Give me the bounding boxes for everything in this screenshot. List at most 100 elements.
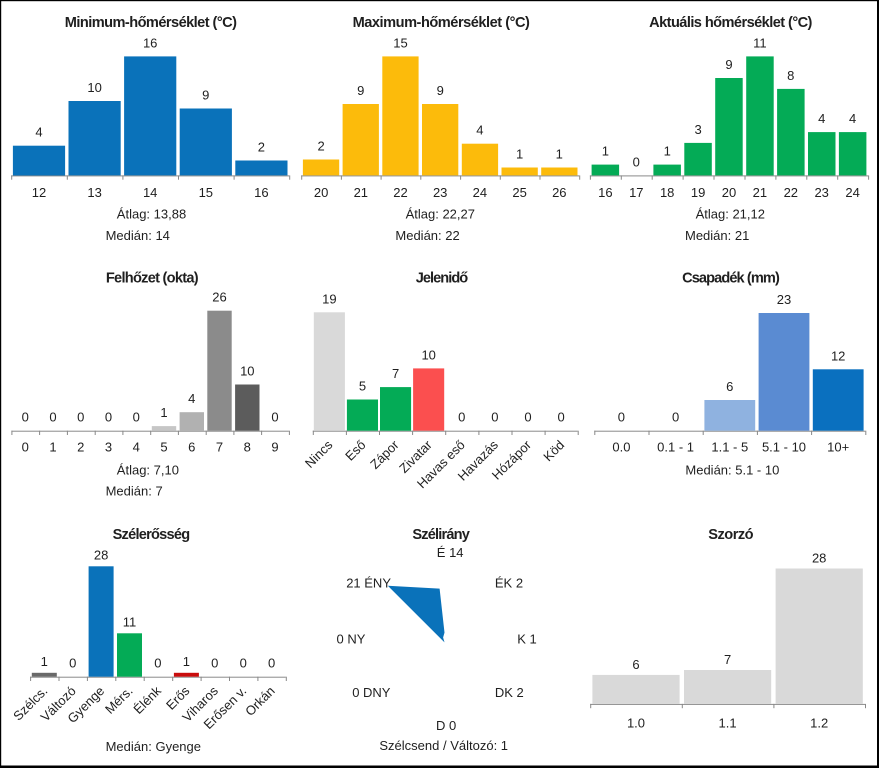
svg-text:0: 0 <box>491 410 498 425</box>
svg-text:5: 5 <box>359 379 366 394</box>
svg-text:0: 0 <box>105 410 112 425</box>
svg-text:Szélirány: Szélirány <box>412 527 470 543</box>
svg-text:10: 10 <box>421 347 435 362</box>
svg-text:6: 6 <box>726 379 733 394</box>
svg-text:0: 0 <box>458 410 465 425</box>
svg-text:9: 9 <box>725 57 732 72</box>
svg-text:0.1 - 1: 0.1 - 1 <box>657 440 694 455</box>
svg-text:Medián: Gyenge: Medián: Gyenge <box>106 739 201 754</box>
svg-text:1: 1 <box>664 144 671 159</box>
svg-text:0: 0 <box>268 656 275 671</box>
svg-text:10: 10 <box>87 80 101 95</box>
svg-text:6: 6 <box>632 657 639 672</box>
svg-text:11: 11 <box>753 35 767 50</box>
svg-text:24: 24 <box>473 185 487 200</box>
svg-text:16: 16 <box>143 35 157 50</box>
svg-text:4: 4 <box>133 440 140 455</box>
svg-text:12: 12 <box>831 348 845 363</box>
svg-text:7: 7 <box>724 652 731 667</box>
svg-text:4: 4 <box>818 111 825 126</box>
svg-text:0: 0 <box>69 656 76 671</box>
svg-text:22: 22 <box>784 185 798 200</box>
svg-text:0: 0 <box>22 410 29 425</box>
svg-text:Átlag: 13,88: Átlag: 13,88 <box>117 207 186 222</box>
svg-text:13: 13 <box>87 185 101 200</box>
svg-text:DK 2: DK 2 <box>495 685 524 700</box>
svg-text:Átlag: 7,10: Átlag: 7,10 <box>117 463 179 478</box>
svg-text:19: 19 <box>322 291 336 306</box>
svg-text:Felhőzet (okta): Felhőzet (okta) <box>106 271 199 287</box>
svg-text:14: 14 <box>143 185 157 200</box>
svg-text:4: 4 <box>188 391 195 406</box>
svg-text:Maximum-hőmérséklet (°C): Maximum-hőmérséklet (°C) <box>353 15 530 31</box>
svg-text:23: 23 <box>777 292 791 307</box>
svg-text:0: 0 <box>154 656 161 671</box>
svg-text:7: 7 <box>216 440 223 455</box>
svg-text:0 DNY: 0 DNY <box>352 685 391 700</box>
svg-text:15: 15 <box>393 35 407 50</box>
svg-text:19: 19 <box>691 185 705 200</box>
svg-text:0: 0 <box>618 410 625 425</box>
svg-text:É 14: É 14 <box>437 545 464 560</box>
svg-text:0: 0 <box>211 656 218 671</box>
svg-text:9: 9 <box>357 83 364 98</box>
svg-text:0: 0 <box>133 410 140 425</box>
svg-text:0: 0 <box>524 410 531 425</box>
svg-text:5.1 - 10: 5.1 - 10 <box>762 440 806 455</box>
svg-text:1: 1 <box>41 654 48 669</box>
svg-text:2: 2 <box>258 140 265 155</box>
svg-text:Aktuális hőmérséklet (°C): Aktuális hőmérséklet (°C) <box>649 15 812 31</box>
svg-text:23: 23 <box>433 185 447 200</box>
svg-text:21 ÉNY: 21 ÉNY <box>346 576 391 591</box>
svg-text:Szélcsend / Változó: 1: Szélcsend / Változó: 1 <box>379 738 508 753</box>
svg-text:16: 16 <box>598 185 612 200</box>
svg-text:Szélerősség: Szélerősség <box>113 527 190 543</box>
svg-text:1: 1 <box>49 440 56 455</box>
svg-text:4: 4 <box>35 125 42 140</box>
svg-text:Minimum-hőmérséklet (°C): Minimum-hőmérséklet (°C) <box>65 15 237 31</box>
svg-text:1.2: 1.2 <box>810 716 828 731</box>
svg-text:1: 1 <box>183 654 190 669</box>
svg-text:16: 16 <box>254 185 268 200</box>
svg-text:28: 28 <box>812 551 826 566</box>
svg-text:0.0: 0.0 <box>612 440 630 455</box>
svg-text:Átlag: 22,27: Átlag: 22,27 <box>406 207 475 222</box>
svg-text:17: 17 <box>629 185 643 200</box>
svg-text:Medián: 5.1 - 10: Medián: 5.1 - 10 <box>685 463 779 478</box>
svg-text:1: 1 <box>516 147 523 162</box>
svg-text:0: 0 <box>240 656 247 671</box>
svg-text:ÉK 2: ÉK 2 <box>495 576 523 591</box>
svg-text:3: 3 <box>105 440 112 455</box>
svg-text:1.0: 1.0 <box>627 716 645 731</box>
svg-text:Jelenidő: Jelenidő <box>416 271 468 287</box>
svg-text:Medián: 7: Medián: 7 <box>106 484 163 499</box>
svg-text:22: 22 <box>393 185 407 200</box>
svg-text:4: 4 <box>476 123 483 138</box>
svg-text:28: 28 <box>94 547 108 562</box>
svg-text:10: 10 <box>240 364 254 379</box>
svg-text:1.1 - 5: 1.1 - 5 <box>711 440 748 455</box>
svg-text:Szorzó: Szorzó <box>708 527 753 543</box>
svg-text:0: 0 <box>633 154 640 169</box>
svg-text:0: 0 <box>49 410 56 425</box>
svg-text:1: 1 <box>556 147 563 162</box>
svg-text:Csapadék (mm): Csapadék (mm) <box>682 271 780 287</box>
svg-text:21: 21 <box>354 185 368 200</box>
svg-text:23: 23 <box>814 185 828 200</box>
svg-text:10+: 10+ <box>827 440 849 455</box>
svg-text:9: 9 <box>271 440 278 455</box>
svg-text:24: 24 <box>845 185 859 200</box>
svg-text:12: 12 <box>32 185 46 200</box>
svg-text:9: 9 <box>202 88 209 103</box>
svg-text:K 1: K 1 <box>517 631 537 646</box>
svg-text:0 NY: 0 NY <box>337 631 366 646</box>
svg-text:2: 2 <box>317 139 324 154</box>
svg-text:0: 0 <box>672 410 679 425</box>
svg-text:1: 1 <box>602 144 609 159</box>
svg-text:2: 2 <box>77 440 84 455</box>
svg-text:21: 21 <box>753 185 767 200</box>
svg-text:5: 5 <box>160 440 167 455</box>
svg-text:6: 6 <box>188 440 195 455</box>
svg-text:20: 20 <box>722 185 736 200</box>
svg-text:25: 25 <box>512 185 526 200</box>
